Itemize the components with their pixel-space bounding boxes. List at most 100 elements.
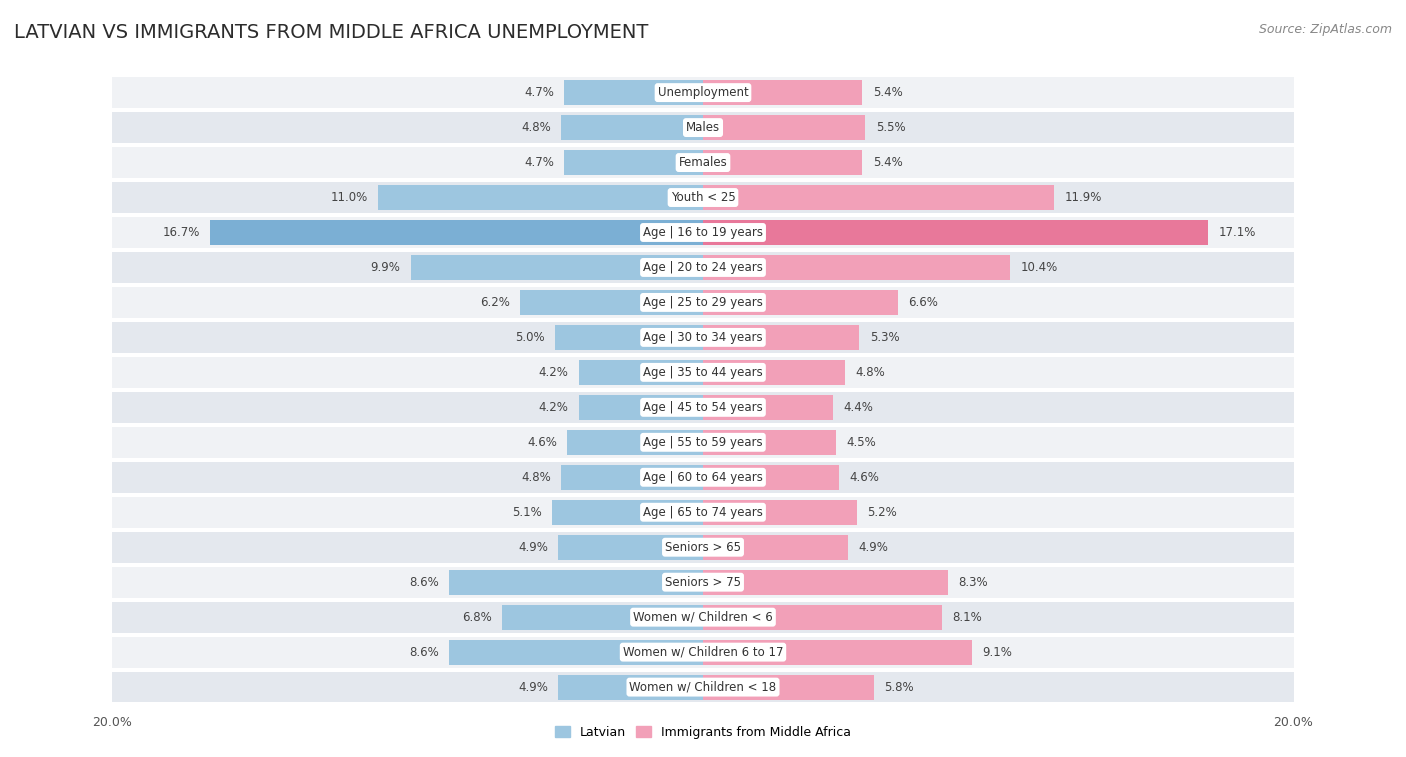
Bar bbox=[703, 360, 845, 385]
Bar bbox=[112, 602, 1294, 633]
Text: Age | 65 to 74 years: Age | 65 to 74 years bbox=[643, 506, 763, 519]
Text: 8.6%: 8.6% bbox=[409, 575, 439, 589]
Bar bbox=[112, 567, 1294, 597]
Bar bbox=[703, 290, 898, 315]
Text: Age | 35 to 44 years: Age | 35 to 44 years bbox=[643, 366, 763, 378]
Bar bbox=[112, 357, 1294, 388]
Bar bbox=[558, 674, 703, 699]
Text: 4.8%: 4.8% bbox=[522, 121, 551, 134]
Bar bbox=[112, 112, 1294, 143]
Bar bbox=[703, 500, 856, 525]
Bar bbox=[579, 394, 703, 420]
Text: 6.8%: 6.8% bbox=[463, 611, 492, 624]
Bar bbox=[703, 640, 972, 665]
Bar bbox=[579, 360, 703, 385]
Text: Age | 20 to 24 years: Age | 20 to 24 years bbox=[643, 261, 763, 274]
Text: 8.3%: 8.3% bbox=[959, 575, 988, 589]
Bar bbox=[703, 534, 848, 560]
Text: 4.9%: 4.9% bbox=[519, 681, 548, 693]
Bar bbox=[555, 325, 703, 350]
Text: 4.4%: 4.4% bbox=[844, 401, 873, 414]
Text: 4.7%: 4.7% bbox=[524, 86, 554, 99]
Bar bbox=[703, 569, 948, 595]
Bar bbox=[112, 287, 1294, 318]
Bar bbox=[703, 430, 835, 455]
Bar bbox=[703, 255, 1010, 280]
Bar bbox=[561, 115, 703, 140]
Text: Seniors > 65: Seniors > 65 bbox=[665, 540, 741, 553]
Text: Seniors > 75: Seniors > 75 bbox=[665, 575, 741, 589]
Text: Males: Males bbox=[686, 121, 720, 134]
Text: Age | 16 to 19 years: Age | 16 to 19 years bbox=[643, 226, 763, 239]
Bar bbox=[378, 185, 703, 210]
Bar bbox=[567, 430, 703, 455]
Bar bbox=[703, 150, 862, 175]
Bar bbox=[561, 465, 703, 490]
Text: 5.5%: 5.5% bbox=[876, 121, 905, 134]
Text: 4.9%: 4.9% bbox=[519, 540, 548, 553]
Text: LATVIAN VS IMMIGRANTS FROM MIDDLE AFRICA UNEMPLOYMENT: LATVIAN VS IMMIGRANTS FROM MIDDLE AFRICA… bbox=[14, 23, 648, 42]
Text: Source: ZipAtlas.com: Source: ZipAtlas.com bbox=[1258, 23, 1392, 36]
Text: 9.1%: 9.1% bbox=[981, 646, 1012, 659]
Bar bbox=[112, 147, 1294, 178]
Text: Age | 55 to 59 years: Age | 55 to 59 years bbox=[643, 436, 763, 449]
Bar bbox=[703, 185, 1054, 210]
Bar bbox=[112, 322, 1294, 353]
Bar bbox=[703, 674, 875, 699]
Legend: Latvian, Immigrants from Middle Africa: Latvian, Immigrants from Middle Africa bbox=[550, 721, 856, 744]
Bar bbox=[564, 150, 703, 175]
Text: 5.4%: 5.4% bbox=[873, 156, 903, 169]
Text: 9.9%: 9.9% bbox=[371, 261, 401, 274]
Text: 4.2%: 4.2% bbox=[538, 366, 568, 378]
Bar bbox=[703, 605, 942, 630]
Text: Women w/ Children < 6: Women w/ Children < 6 bbox=[633, 611, 773, 624]
Bar bbox=[112, 77, 1294, 108]
Bar bbox=[112, 392, 1294, 422]
Text: Women w/ Children < 18: Women w/ Children < 18 bbox=[630, 681, 776, 693]
Text: 5.4%: 5.4% bbox=[873, 86, 903, 99]
Bar bbox=[703, 80, 862, 105]
Bar bbox=[449, 640, 703, 665]
Text: Age | 60 to 64 years: Age | 60 to 64 years bbox=[643, 471, 763, 484]
Text: Youth < 25: Youth < 25 bbox=[671, 191, 735, 204]
Text: Age | 25 to 29 years: Age | 25 to 29 years bbox=[643, 296, 763, 309]
Text: 16.7%: 16.7% bbox=[162, 226, 200, 239]
Bar bbox=[112, 671, 1294, 702]
Text: 5.1%: 5.1% bbox=[512, 506, 543, 519]
Bar bbox=[703, 394, 832, 420]
Text: 5.8%: 5.8% bbox=[884, 681, 914, 693]
Text: 4.6%: 4.6% bbox=[527, 436, 557, 449]
Text: 4.8%: 4.8% bbox=[855, 366, 884, 378]
Bar bbox=[112, 532, 1294, 562]
Text: 10.4%: 10.4% bbox=[1021, 261, 1057, 274]
Text: 8.6%: 8.6% bbox=[409, 646, 439, 659]
Text: 4.2%: 4.2% bbox=[538, 401, 568, 414]
Bar bbox=[558, 534, 703, 560]
Bar bbox=[553, 500, 703, 525]
Text: Age | 45 to 54 years: Age | 45 to 54 years bbox=[643, 401, 763, 414]
Bar bbox=[112, 427, 1294, 458]
Bar bbox=[112, 217, 1294, 248]
Bar bbox=[449, 569, 703, 595]
Text: 4.7%: 4.7% bbox=[524, 156, 554, 169]
Bar bbox=[703, 325, 859, 350]
Text: 5.2%: 5.2% bbox=[868, 506, 897, 519]
Bar bbox=[112, 182, 1294, 213]
Text: 11.9%: 11.9% bbox=[1064, 191, 1102, 204]
Text: 5.0%: 5.0% bbox=[516, 331, 546, 344]
Bar bbox=[703, 465, 839, 490]
Text: 4.6%: 4.6% bbox=[849, 471, 879, 484]
Bar bbox=[112, 462, 1294, 493]
Text: 6.2%: 6.2% bbox=[479, 296, 509, 309]
Text: 17.1%: 17.1% bbox=[1218, 226, 1256, 239]
Text: Unemployment: Unemployment bbox=[658, 86, 748, 99]
Text: 5.3%: 5.3% bbox=[870, 331, 900, 344]
Text: 6.6%: 6.6% bbox=[908, 296, 938, 309]
Text: 8.1%: 8.1% bbox=[952, 611, 983, 624]
Text: 4.8%: 4.8% bbox=[522, 471, 551, 484]
Bar bbox=[703, 220, 1208, 245]
Bar bbox=[564, 80, 703, 105]
Bar bbox=[502, 605, 703, 630]
Text: 4.5%: 4.5% bbox=[846, 436, 876, 449]
Bar bbox=[411, 255, 703, 280]
